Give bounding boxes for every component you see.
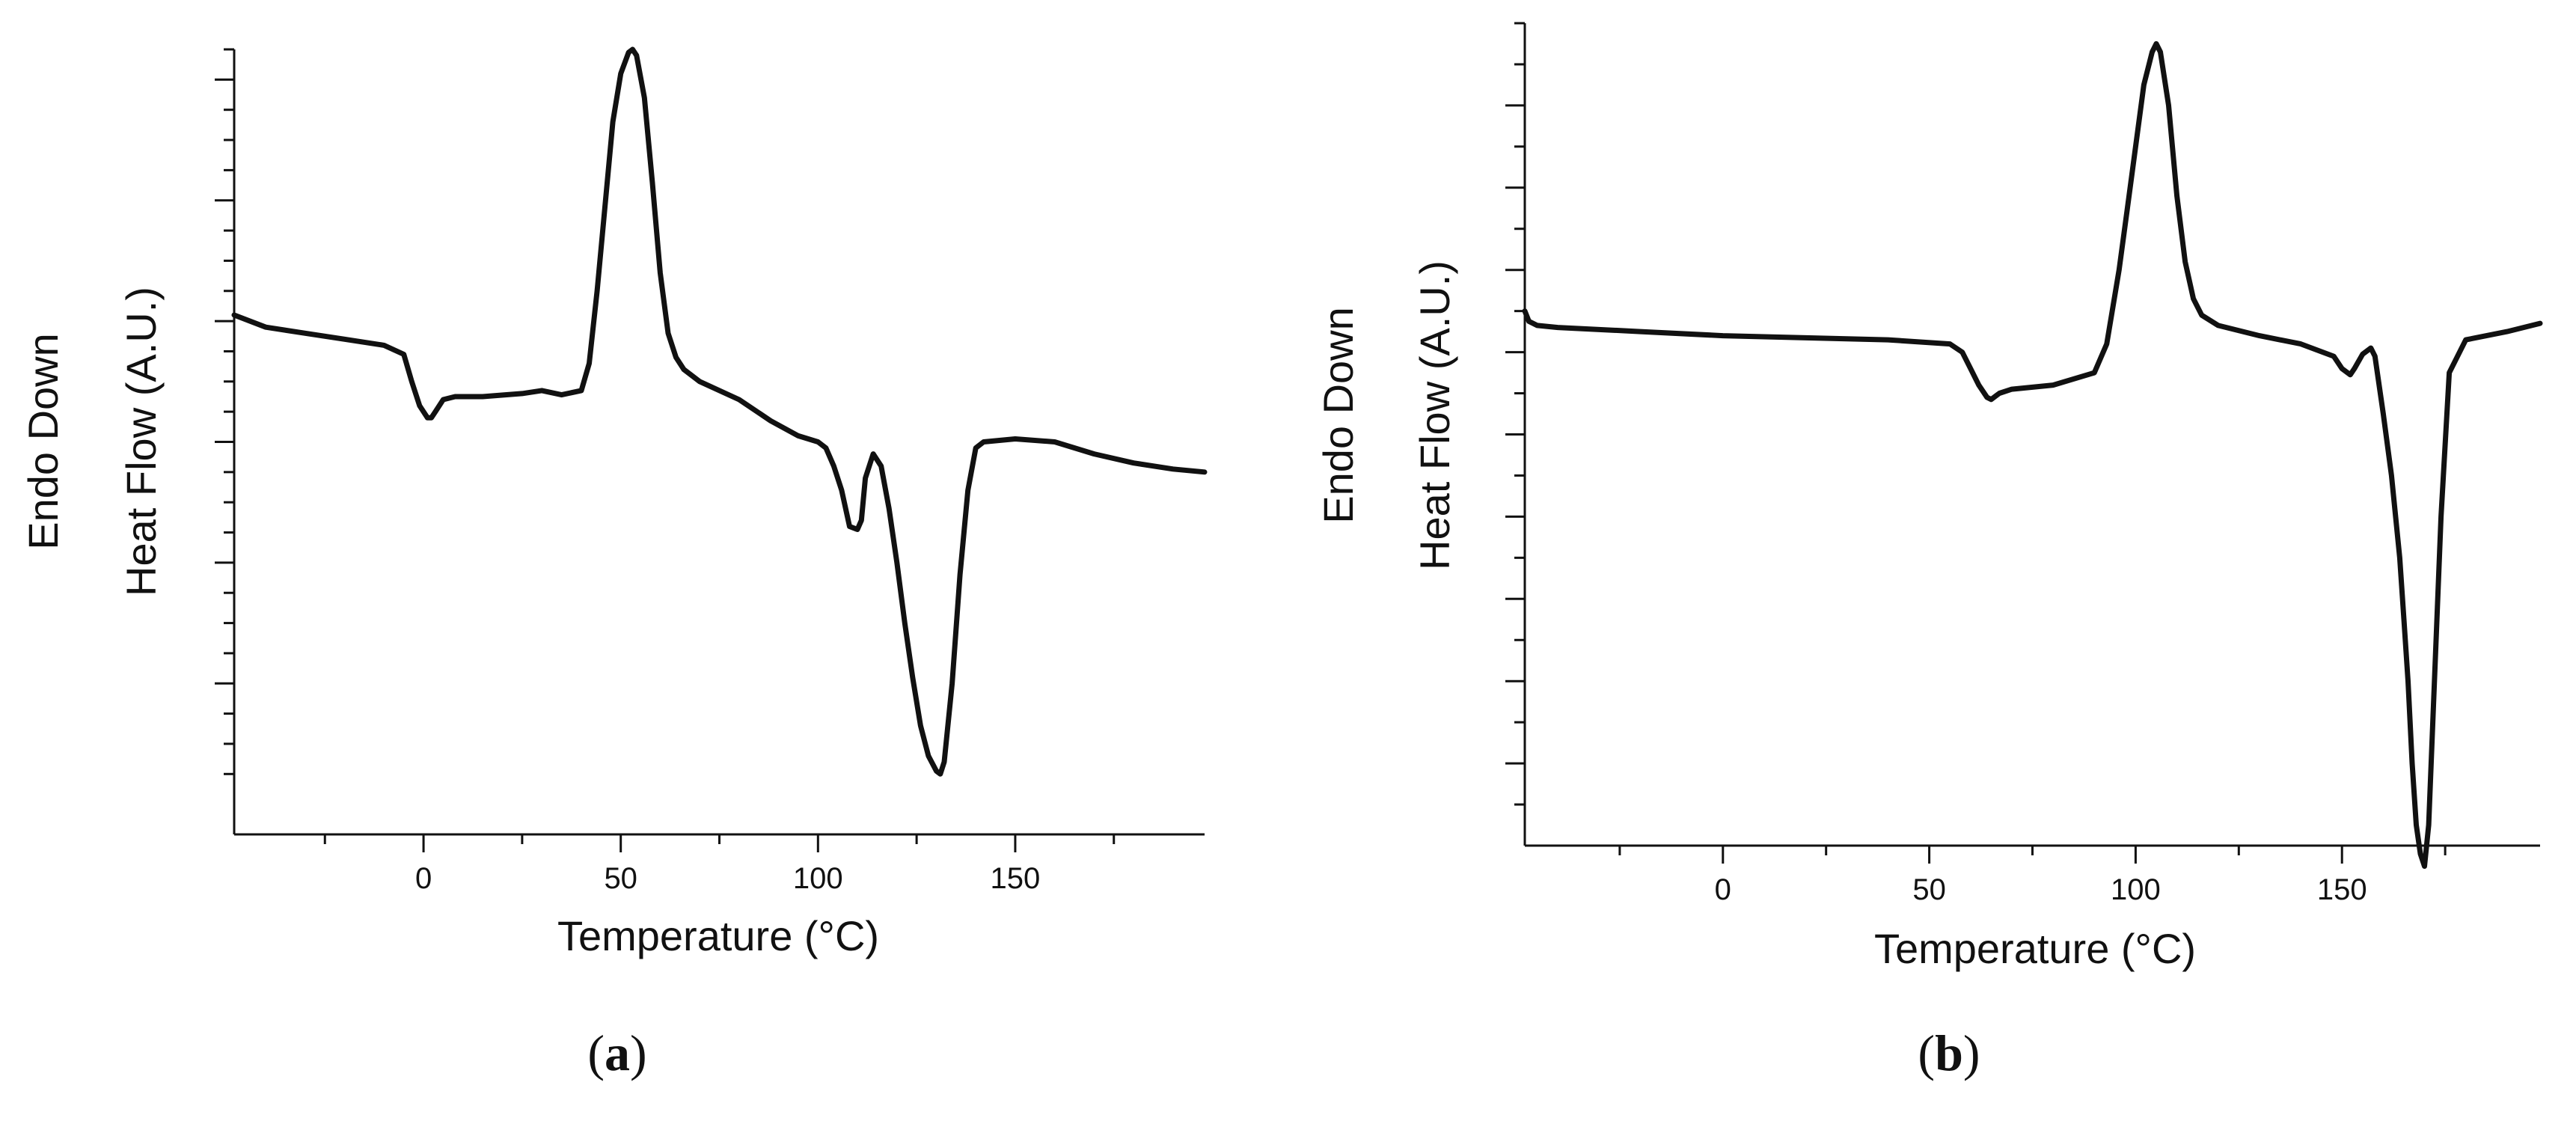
- y-axis-label-endo: Endo Down: [1315, 307, 1362, 524]
- series-line: [231, 46, 1208, 777]
- y-axis-label: Heat Flow (A.U.): [1411, 260, 1458, 570]
- chart-panel-a: 0 50 100 150 Temperature (°C) Heat Flow (A.U.…: [19, 46, 1208, 1081]
- panel-label: (b): [1918, 1024, 1980, 1081]
- x-tick-label: 0: [1715, 873, 1731, 906]
- x-tick-label: 100: [2111, 873, 2161, 906]
- x-tick-label: 100: [793, 862, 843, 895]
- x-tick-label: 50: [1912, 873, 1946, 906]
- y-axis-label: Heat Flow (A.U.): [117, 287, 165, 596]
- x-tick-label: 150: [2317, 873, 2367, 906]
- x-axis-label: Temperature (°C): [1874, 925, 2196, 972]
- panel-label: (a): [587, 1024, 646, 1081]
- x-tick-label: 50: [604, 862, 637, 895]
- y-axis-label-endo: Endo Down: [19, 333, 67, 550]
- x-tick-label: 150: [991, 862, 1041, 895]
- chart-panel-b: 0 50 100 150 Temperature (°C) Heat Flow (A.U.…: [1315, 22, 2543, 1081]
- x-axis-label: Temperature (°C): [557, 912, 879, 959]
- panel-letter: a: [605, 1024, 630, 1081]
- series-line: [1522, 41, 2543, 869]
- panel-letter: b: [1935, 1024, 1963, 1081]
- x-tick-label: 0: [415, 862, 432, 895]
